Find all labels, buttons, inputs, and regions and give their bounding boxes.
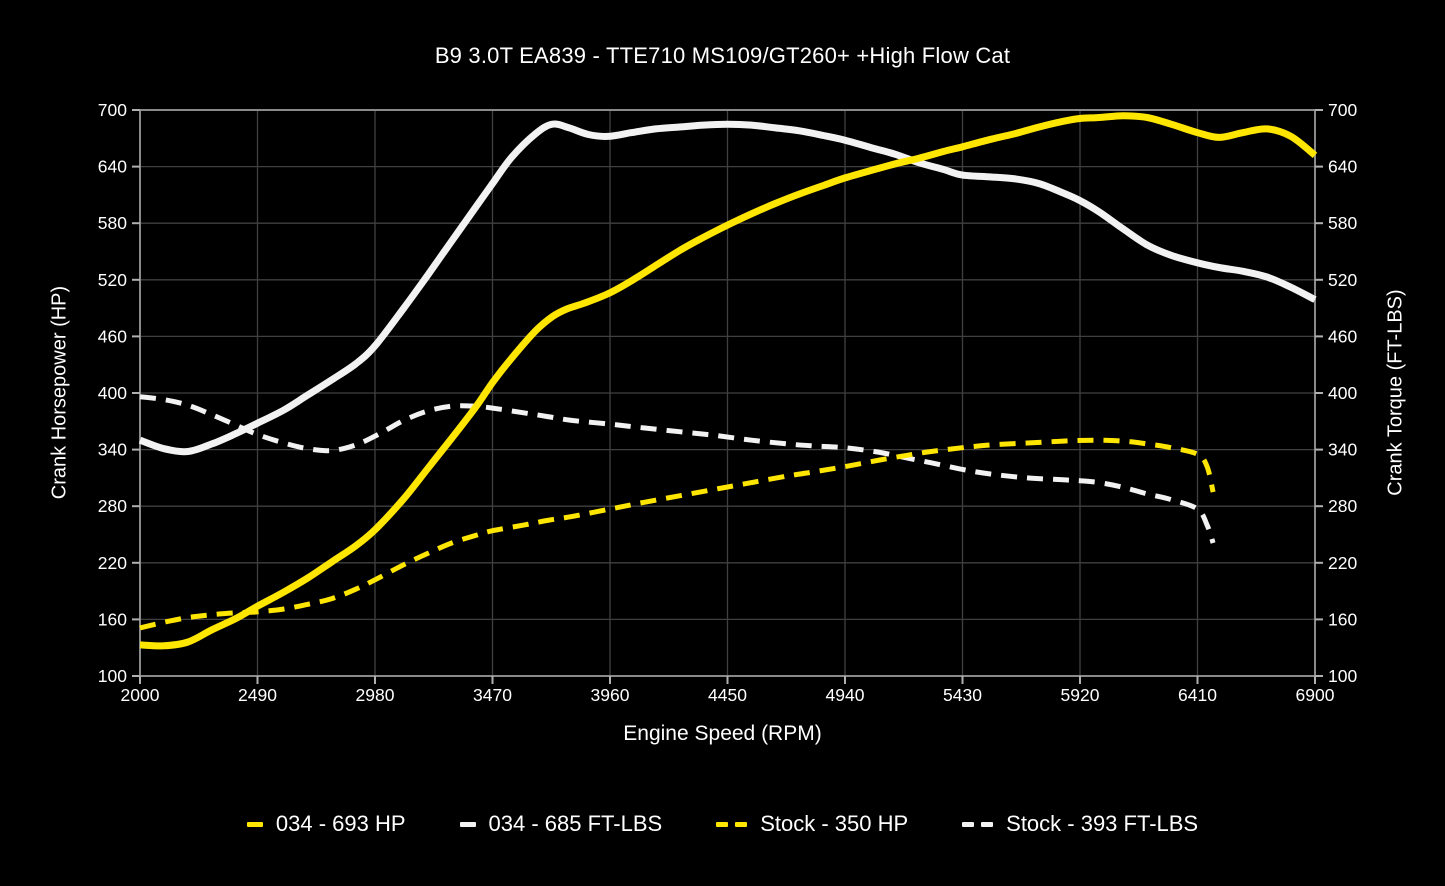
chart-title: B9 3.0T EA839 - TTE710 MS109/GT260+ +Hig… bbox=[434, 43, 1011, 68]
x-axis-tick-label: 5920 bbox=[1061, 685, 1100, 705]
chart-plot-area: 100 100 160 160 220 220 280 280 340 340 400 400 460 4… bbox=[98, 100, 1358, 705]
legend-marker-stock-torque bbox=[962, 821, 994, 827]
y-axis-tick-label-left: 160 bbox=[98, 609, 127, 629]
legend-item-stock-hp: Stock - 350 HP bbox=[716, 811, 908, 837]
y-axis-tick-label-left: 700 bbox=[98, 100, 127, 120]
legend-label-034-hp: 034 - 693 HP bbox=[275, 811, 406, 836]
y-axis-tick-label-left: 460 bbox=[98, 326, 127, 346]
y-axis-tick-label-right: 100 bbox=[1328, 666, 1357, 686]
x-axis-tick-label: 2980 bbox=[356, 685, 395, 705]
y-axis-tick-label-left: 580 bbox=[98, 213, 127, 233]
y-axis-tick-label-right: 220 bbox=[1328, 553, 1357, 573]
legend-marker-bar bbox=[716, 821, 729, 827]
x-axis-tick-label: 4940 bbox=[826, 685, 865, 705]
x-axis-tick-label: 3470 bbox=[473, 685, 512, 705]
x-axis-tick-label: 2490 bbox=[238, 685, 277, 705]
legend-item-034-hp: 034 - 693 HP bbox=[246, 811, 406, 837]
y-axis-tick-label-left: 340 bbox=[98, 440, 127, 460]
y-axis-tick-label-right: 400 bbox=[1328, 383, 1357, 403]
legend-marker-bar bbox=[962, 821, 975, 827]
curves bbox=[138, 112, 1318, 650]
y-axis-tick-label-left: 520 bbox=[98, 270, 127, 290]
legend-item-stock-torque: Stock - 393 FT-LBS bbox=[962, 811, 1198, 837]
legend-marker-034-torque bbox=[459, 821, 476, 827]
legend-label-stock-torque: Stock - 393 FT-LBS bbox=[1006, 811, 1199, 836]
legend-label-stock-hp: Stock - 350 HP bbox=[760, 811, 909, 836]
y-axis-tick-label-left: 400 bbox=[98, 383, 127, 403]
legend-marker-bar bbox=[981, 821, 994, 827]
x-axis-tick-label: 6900 bbox=[1296, 685, 1335, 705]
x-axis-tick-label: 6410 bbox=[1178, 685, 1217, 705]
curve-034-hp bbox=[139, 112, 1318, 650]
legend-item-034-torque: 034 - 685 FT-LBS bbox=[459, 811, 663, 837]
left-axis-label: Crank Horsepower (HP) bbox=[48, 285, 71, 500]
y-axis-tick-label-right: 700 bbox=[1328, 100, 1357, 120]
y-axis-tick-label-left: 220 bbox=[98, 553, 127, 573]
right-axis-label: Crank Torque (FT-LBS) bbox=[1384, 289, 1407, 496]
legend-marker-034-hp bbox=[246, 821, 263, 827]
x-axis-tick-label: 2000 bbox=[121, 685, 160, 705]
x-axis-tick-label: 4450 bbox=[708, 685, 747, 705]
y-axis-tick-label-left: 640 bbox=[98, 157, 127, 177]
y-axis-tick-label-right: 580 bbox=[1328, 213, 1357, 233]
y-axis-tick-label-right: 160 bbox=[1328, 609, 1357, 629]
y-axis-tick-label-left: 100 bbox=[98, 666, 127, 686]
legend-marker-bar bbox=[735, 821, 748, 827]
x-axis-label: Engine Speed (RPM) bbox=[623, 722, 822, 745]
y-axis-tick-label-right: 640 bbox=[1328, 157, 1357, 177]
legend-marker-stock-hp bbox=[716, 821, 748, 827]
curve-034-torque bbox=[138, 120, 1317, 456]
legend-label-034-torque: 034 - 685 FT-LBS bbox=[488, 811, 663, 836]
legend-marker-bar bbox=[459, 821, 476, 827]
curve-stock-torque bbox=[139, 394, 1216, 544]
y-axis-tick-label-right: 460 bbox=[1328, 326, 1357, 346]
y-axis-tick-label-right: 520 bbox=[1328, 270, 1357, 290]
y-axis-tick-label-right: 340 bbox=[1328, 440, 1357, 460]
legend: 034 - 693 HP 034 - 685 FT-LBS Stock - 35… bbox=[0, 811, 1445, 837]
x-axis-tick-label: 3960 bbox=[591, 685, 630, 705]
y-axis-tick-label-right: 280 bbox=[1328, 496, 1357, 516]
x-axis-tick-label: 5430 bbox=[943, 685, 982, 705]
axis-tick-labels: 100 100 160 160 220 220 280 280 340 340 400 400 460 4… bbox=[98, 100, 1358, 705]
curve-stock-hp bbox=[139, 437, 1216, 631]
axis-ticks bbox=[132, 109, 1323, 684]
y-axis-tick-label-left: 280 bbox=[98, 496, 127, 516]
legend-marker-bar bbox=[246, 821, 263, 827]
